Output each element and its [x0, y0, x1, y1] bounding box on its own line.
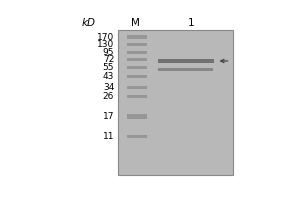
- Text: 1: 1: [188, 18, 194, 28]
- Bar: [118, 30, 233, 175]
- Bar: [127, 114, 147, 119]
- Text: 34: 34: [103, 83, 114, 92]
- Text: 130: 130: [97, 40, 114, 49]
- Bar: [127, 35, 147, 39]
- Bar: [127, 75, 147, 78]
- Bar: [158, 59, 214, 63]
- Text: M: M: [131, 18, 140, 28]
- Bar: [127, 86, 147, 89]
- Bar: [127, 51, 147, 54]
- Text: 170: 170: [97, 33, 114, 42]
- Bar: [127, 95, 147, 98]
- Text: 26: 26: [103, 92, 114, 101]
- Text: 17: 17: [103, 112, 114, 121]
- Bar: [127, 58, 147, 61]
- Text: kD: kD: [82, 18, 96, 28]
- Text: 11: 11: [103, 132, 114, 141]
- Text: 95: 95: [103, 48, 114, 57]
- Text: 55: 55: [103, 63, 114, 72]
- Text: 43: 43: [103, 72, 114, 81]
- Bar: [127, 66, 147, 69]
- Bar: [127, 135, 147, 138]
- Bar: [127, 43, 147, 46]
- Text: 72: 72: [103, 55, 114, 64]
- Bar: [158, 68, 213, 71]
